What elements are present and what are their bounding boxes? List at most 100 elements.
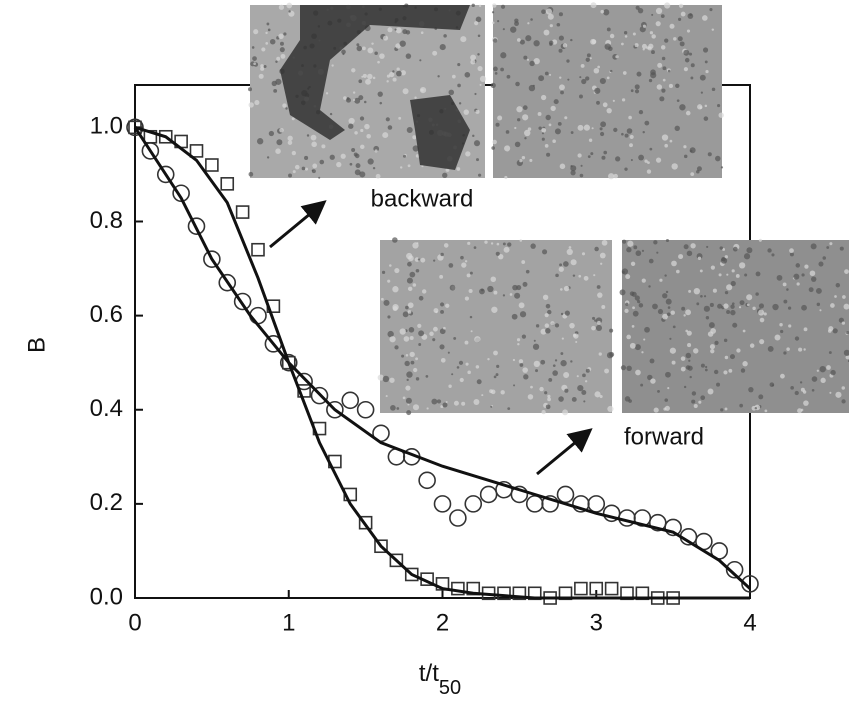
speckle: [673, 37, 677, 41]
speckle: [738, 306, 742, 309]
circle-marker: [433, 495, 452, 513]
speckle: [475, 109, 480, 114]
speckle: [567, 78, 570, 81]
speckle: [704, 368, 708, 372]
speckle: [585, 368, 590, 373]
speckle: [406, 378, 409, 382]
speckle: [387, 125, 393, 130]
circle-marker: [326, 400, 344, 419]
speckle: [386, 80, 389, 83]
speckle: [522, 367, 528, 373]
speckle: [844, 269, 849, 274]
speckle: [626, 128, 633, 134]
speckle: [404, 360, 410, 367]
speckle: [620, 365, 627, 371]
speckle: [708, 322, 715, 329]
y-tick-label: 0.4: [90, 395, 123, 422]
speckle: [385, 117, 390, 122]
speckle: [568, 246, 572, 249]
speckle: [400, 166, 403, 169]
speckle: [291, 150, 297, 156]
speckle: [489, 389, 494, 394]
speckle: [619, 289, 626, 296]
speckle: [585, 57, 590, 62]
speckle: [325, 92, 329, 95]
speckle: [504, 145, 511, 152]
speckle: [311, 141, 317, 148]
speckle: [797, 408, 803, 414]
speckle: [704, 104, 708, 108]
speckle: [707, 331, 714, 337]
speckle: [592, 316, 596, 320]
circle-marker: [156, 165, 175, 184]
speckle: [392, 77, 397, 82]
square-marker: [251, 242, 265, 257]
speckle: [449, 284, 456, 291]
speckle: [714, 340, 719, 345]
speckle: [730, 304, 735, 309]
speckle: [478, 173, 482, 177]
speckle: [665, 371, 671, 378]
speckle: [514, 141, 521, 148]
speckle: [625, 302, 629, 306]
speckle: [519, 159, 523, 163]
speckle: [829, 242, 833, 246]
speckle: [657, 389, 660, 393]
speckle: [545, 328, 551, 334]
speckle: [399, 40, 406, 47]
speckle: [700, 395, 706, 401]
fit-line: [133, 126, 752, 590]
speckle: [666, 312, 671, 317]
speckle: [353, 152, 358, 157]
speckle: [688, 52, 693, 56]
speckle: [273, 88, 278, 93]
speckle: [407, 261, 412, 267]
speckle: [452, 74, 456, 79]
speckle: [606, 107, 612, 114]
speckle: [662, 313, 668, 320]
speckle: [570, 259, 577, 266]
speckle: [479, 75, 487, 82]
speckle: [544, 323, 550, 328]
speckle: [519, 363, 524, 367]
speckle: [362, 46, 366, 51]
speckle: [352, 91, 356, 94]
speckle: [600, 9, 605, 14]
speckle: [690, 76, 694, 80]
speckle: [664, 38, 669, 43]
speckle: [279, 47, 285, 53]
speckle: [356, 43, 360, 47]
speckle: [527, 22, 530, 25]
speckle: [558, 35, 564, 41]
speckle: [440, 405, 444, 409]
speckle: [683, 49, 690, 56]
speckle: [564, 116, 568, 120]
speckle: [691, 399, 696, 404]
speckle: [250, 61, 256, 67]
speckle: [537, 112, 542, 116]
speckle: [599, 394, 603, 399]
speckle: [590, 152, 594, 156]
speckle: [439, 344, 445, 350]
y-tick-label: 0.2: [90, 489, 123, 516]
square-marker: [128, 120, 142, 135]
speckle: [408, 255, 414, 262]
speckle: [783, 351, 787, 355]
speckle: [841, 399, 846, 404]
speckle: [659, 278, 663, 282]
speckle: [258, 73, 264, 79]
speckle: [789, 252, 794, 257]
speckle: [671, 260, 677, 267]
speckle: [487, 357, 490, 361]
speckle: [621, 42, 624, 46]
speckle: [418, 343, 422, 346]
speckle: [589, 57, 592, 60]
speckle: [846, 331, 849, 335]
speckle: [544, 313, 549, 318]
speckle: [584, 380, 588, 383]
speckle: [655, 21, 661, 27]
speckle: [540, 359, 546, 365]
speckle: [558, 266, 564, 272]
speckle: [599, 131, 605, 137]
speckle: [755, 292, 759, 296]
